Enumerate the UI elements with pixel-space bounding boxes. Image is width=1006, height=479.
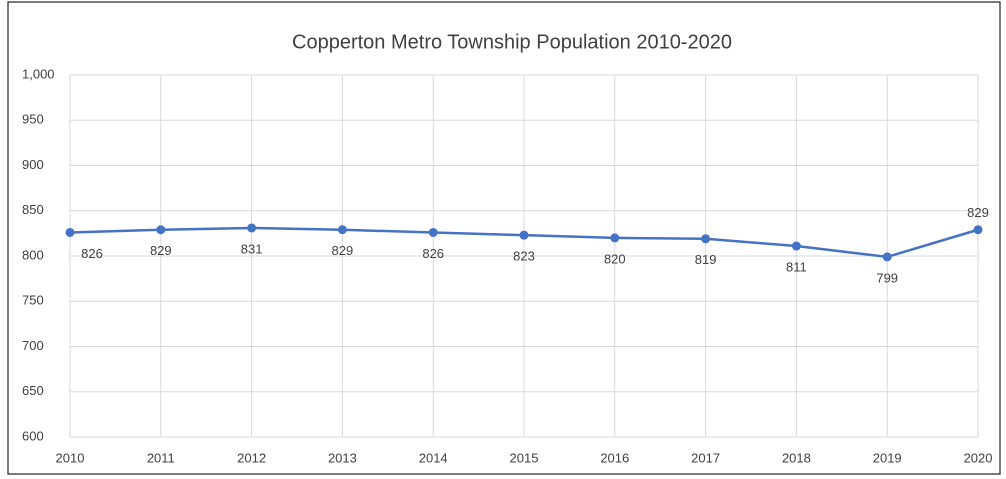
marker — [337, 225, 347, 235]
x-tick-label: 2019 — [873, 450, 902, 465]
x-tick-label: 2010 — [56, 450, 85, 465]
data-label: 826 — [422, 246, 444, 261]
y-tick-label: 650 — [22, 383, 44, 398]
marker — [701, 234, 711, 244]
marker — [65, 227, 75, 237]
x-tick-label: 2017 — [691, 450, 720, 465]
y-tick-label: 850 — [22, 202, 44, 217]
marker — [610, 233, 620, 243]
data-label: 819 — [695, 252, 717, 267]
y-tick-label: 700 — [22, 338, 44, 353]
y-tick-label: 600 — [22, 428, 44, 443]
marker — [973, 225, 983, 235]
x-tick-label: 2015 — [510, 450, 539, 465]
data-label: 826 — [81, 246, 103, 261]
x-tick-label: 2020 — [964, 450, 993, 465]
y-tick-label: 950 — [22, 112, 44, 127]
x-tick-label: 2012 — [237, 450, 266, 465]
marker — [882, 252, 892, 262]
data-label: 829 — [150, 243, 172, 258]
marker — [247, 223, 257, 233]
data-label: 811 — [786, 259, 807, 274]
marker — [156, 225, 166, 235]
marker — [428, 227, 438, 237]
data-label: 823 — [513, 249, 535, 264]
data-label: 831 — [241, 241, 263, 256]
x-tick-label: 2013 — [328, 450, 357, 465]
x-tick-label: 2014 — [419, 450, 448, 465]
chart-title: Copperton Metro Township Population 2010… — [292, 31, 732, 53]
marker — [519, 230, 529, 240]
y-tick-label: 800 — [22, 247, 44, 262]
y-tick-label: 900 — [22, 157, 44, 172]
data-label: 829 — [967, 205, 989, 220]
data-label: 829 — [332, 243, 354, 258]
y-tick-label: 1,000 — [22, 66, 55, 81]
x-tick-label: 2018 — [782, 450, 811, 465]
chart-frame — [7, 1, 1001, 475]
y-tick-label: 750 — [22, 293, 44, 308]
marker — [791, 241, 801, 251]
data-label: 820 — [604, 251, 626, 266]
x-tick-label: 2016 — [600, 450, 629, 465]
data-label: 799 — [876, 270, 898, 285]
x-tick-label: 2011 — [147, 450, 175, 465]
